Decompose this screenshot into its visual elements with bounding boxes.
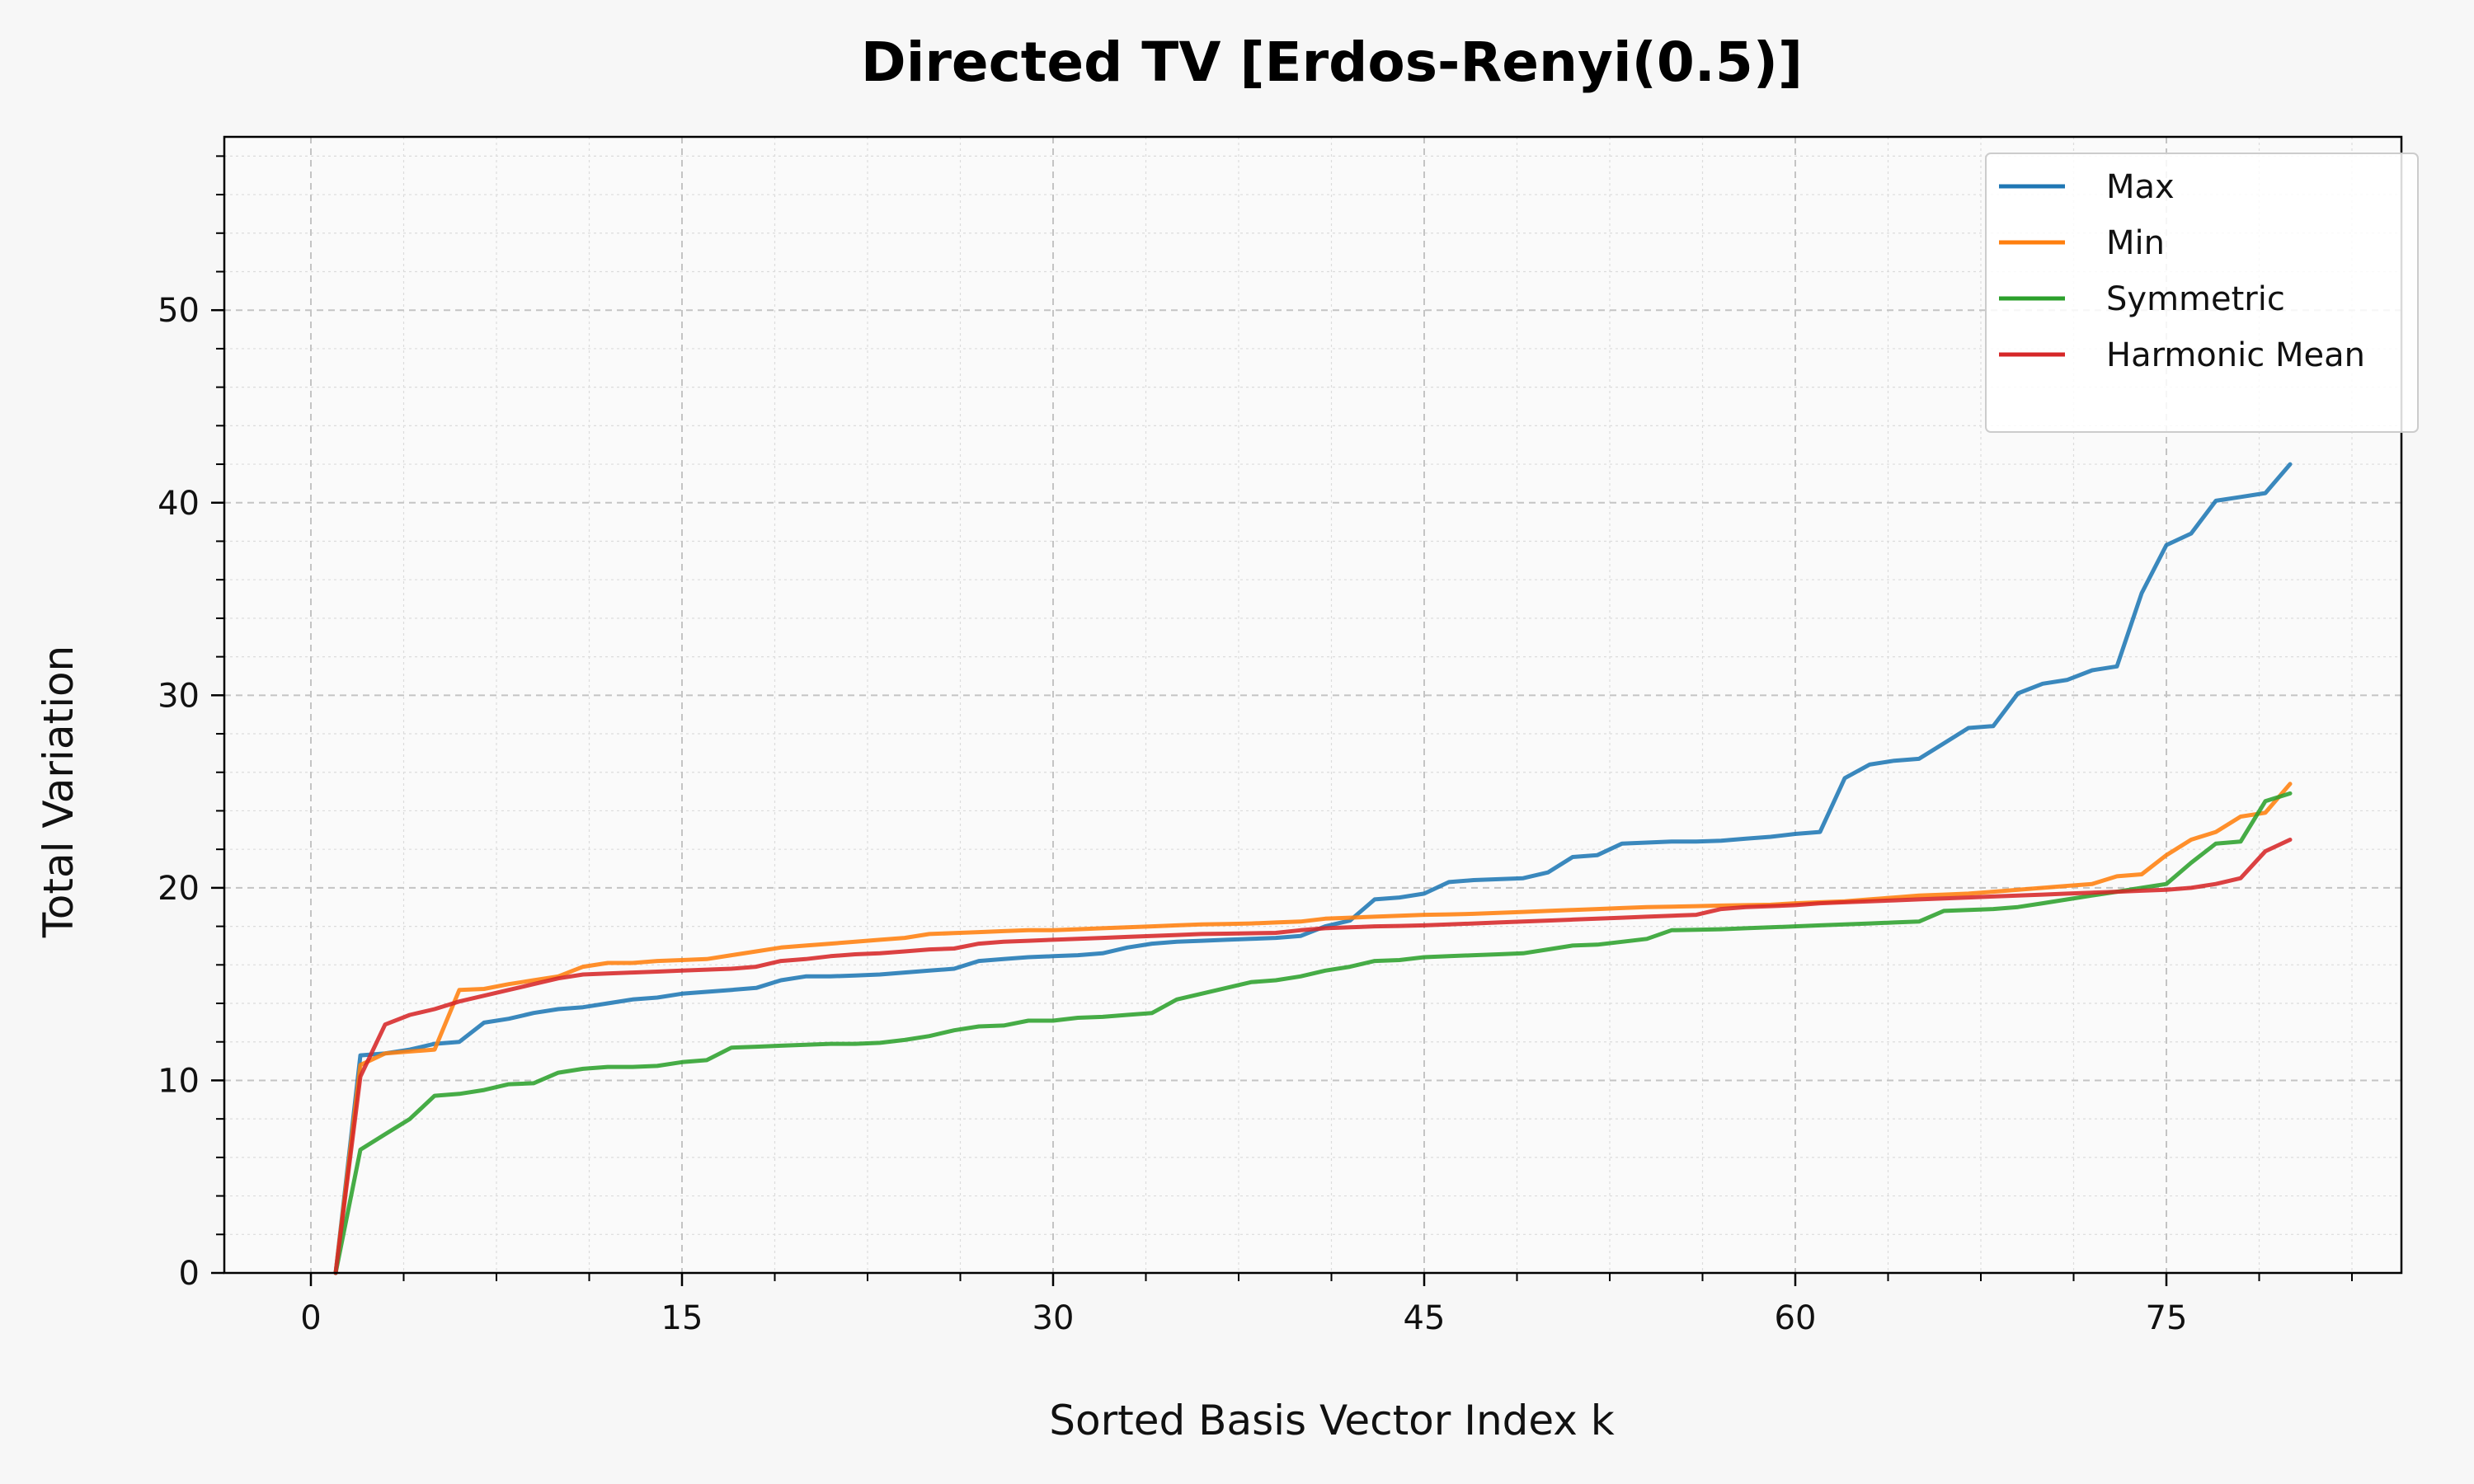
series-group [333, 462, 2293, 1275]
legend: Max Min Symmetric Harmonic Mean [1985, 153, 2419, 433]
y-tick-label: 50 [158, 292, 200, 330]
legend-label-min: Min [2106, 224, 2165, 262]
y-tick-label: 20 [158, 870, 200, 908]
y-tick-label: 10 [158, 1062, 200, 1100]
y-axis: 0 10 20 30 40 50 [158, 155, 224, 1293]
x-tick-label: 60 [1775, 1299, 1817, 1337]
x-tick-label: 75 [2146, 1299, 2188, 1337]
plot-frame [223, 135, 2403, 1275]
chart-title: Directed TV [Erdos-Renyi(0.5)] [861, 31, 1803, 94]
x-tick-label: 30 [1032, 1299, 1075, 1337]
y-tick-label: 30 [158, 677, 200, 715]
y-tick-label: 40 [158, 485, 200, 523]
legend-label-symmetric: Symmetric [2106, 280, 2285, 318]
series-line-harmonic-mean [333, 838, 2293, 1275]
series-line-min [333, 782, 2293, 1275]
y-tick-label: 0 [179, 1255, 200, 1293]
x-axis-label: Sorted Basis Vector Index k [1049, 1397, 1614, 1444]
y-axis-label: Total Variation [35, 646, 82, 939]
x-axis: 0 15 30 45 60 75 [300, 1273, 2353, 1337]
legend-box [1985, 153, 2419, 433]
x-tick-label: 15 [661, 1299, 703, 1337]
x-tick-label: 0 [300, 1299, 321, 1337]
series-line-symmetric [333, 791, 2293, 1275]
legend-label-max: Max [2106, 168, 2175, 206]
legend-label-harmonic-mean: Harmonic Mean [2106, 336, 2365, 374]
x-tick-label: 45 [1404, 1299, 1446, 1337]
